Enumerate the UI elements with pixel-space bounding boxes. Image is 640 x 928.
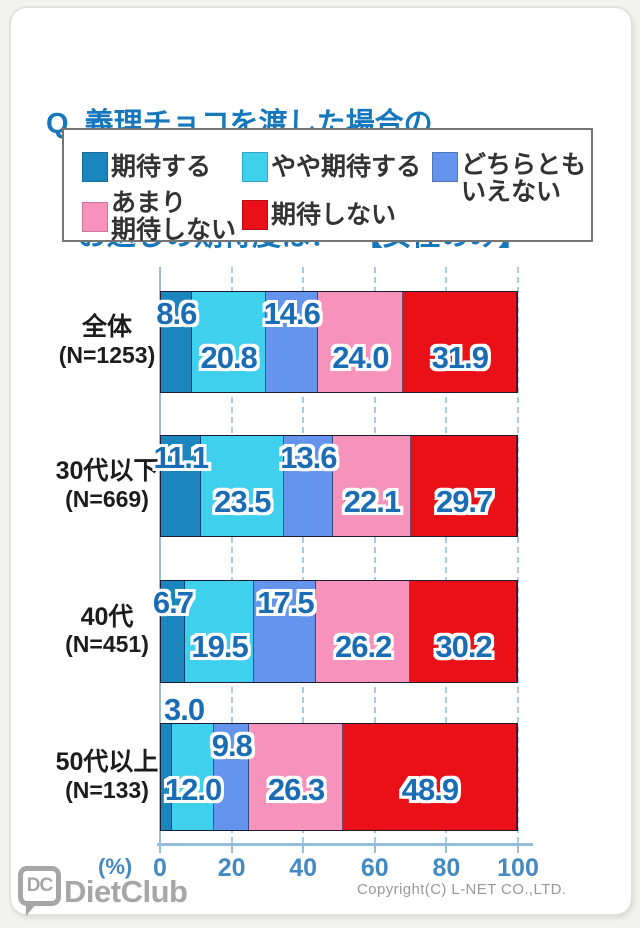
x-axis-tick-label: 40 [289,854,318,882]
bar-row: 6.7 19.5 17.5 26.2 30.2 [153,580,518,683]
category-name: 40代 [80,602,134,631]
bar-segment [411,436,517,536]
bar-segment [403,292,517,392]
x-axis-tick [302,843,305,853]
bar-segment [284,436,333,536]
bar-segment [200,436,285,536]
value-label: 30.2 [435,629,492,664]
x-axis-tick [230,843,233,853]
category-sample-size: (N=133) [65,776,149,803]
value-label: 11.1 [153,440,209,475]
legend-label: どちらとも いえない [461,151,587,206]
legend-swatch-icon [82,152,108,182]
category-label: 30代以下 (N=669) [34,457,180,512]
legend-swatch-icon [82,202,108,232]
gridline [373,267,376,843]
bar-segment [161,724,172,830]
x-axis-unit-label: (%) [98,854,133,879]
value-label: 29.7 [435,484,493,519]
value-label: 24.0 [332,340,389,375]
legend-swatch-icon [432,152,458,182]
copyright-text: Copyright(C) L-NET CO.,LTD. [357,881,567,898]
y-axis-line [159,267,161,843]
category-name: 50代以上 [55,748,159,776]
category-label: 全体 (N=1253) [34,313,180,368]
legend-label: あまり 期待しない [111,189,237,244]
bar-segment [316,581,410,682]
legend-label: 期待しない [271,200,397,229]
value-label: 26.3 [267,772,325,807]
bar-segment [171,724,215,830]
value-label: 14.6 [263,296,320,331]
value-label: 20.8 [200,340,257,375]
bar-segment [265,292,318,392]
gridline [517,267,519,843]
bar-row: 11.1 23.5 13.6 22.1 29.7 [153,435,518,537]
bar-segment [161,581,185,682]
bar-segment [254,581,317,682]
legend-item: あまり 期待しない [82,190,236,244]
value-label: 8.6 [156,296,197,331]
bar-segment [214,724,250,830]
bar-segment [249,724,343,830]
gridline [230,267,233,843]
category-label: 50代以上 (N=133) [34,748,180,803]
value-label: 17.5 [257,585,314,620]
value-label: 9.8 [211,728,253,763]
category-label: 40代 (N=451) [34,603,180,658]
value-label: 6.7 [152,585,194,620]
value-label: 13.6 [280,440,337,475]
value-label: 23.5 [214,484,271,519]
bar-row: 3.0 12.0 9.8 26.3 48.9 [160,692,518,831]
dietclub-logo-tail-icon [26,903,40,916]
dietclub-logo-icon: DC [18,866,61,906]
gridline [302,267,305,843]
x-axis-tick [445,843,448,853]
x-axis-line [157,843,533,846]
bar-row: 8.6 20.8 14.6 24.0 31.9 [156,291,518,393]
category-sample-size: (N=451) [65,631,149,658]
value-label: 19.5 [191,629,248,664]
legend-swatch-icon [242,200,268,230]
bar-segment [342,724,517,830]
bar-segment [161,436,201,536]
value-label: 3.0 [164,692,205,727]
value-label: 48.9 [401,772,459,807]
bar-segment [184,581,255,682]
value-label: 22.1 [343,484,401,519]
category-name: 全体 [81,313,132,341]
x-axis-tick-label: 80 [432,854,461,882]
x-axis-tick [517,843,519,853]
category-name: 30代以下 [55,457,159,485]
legend-swatch-icon [242,152,268,182]
legend-label: 期待する [111,152,212,181]
legend-item: やや期待する [242,152,421,182]
x-axis-tick-label: 20 [217,854,246,882]
legend-label: やや期待する [271,152,422,181]
bar-segment [191,292,266,392]
x-axis-tick [159,843,161,853]
legend-item: 期待する [82,152,211,182]
x-axis-tick-label: 100 [497,854,539,882]
category-sample-size: (N=669) [65,485,149,512]
value-label: 31.9 [431,340,489,375]
bar-segment [409,581,518,682]
bar-segment [161,292,192,392]
x-axis-tick-label: 60 [360,854,389,882]
bar-segment [317,292,404,392]
bar-segment [332,436,412,536]
value-label: 12.0 [164,772,222,807]
gridline [445,267,448,843]
x-axis-tick [373,843,376,853]
category-sample-size: (N=1253) [58,341,156,368]
legend-item: 期待しない [242,200,396,230]
dietclub-logo-text: DietClub [64,874,188,909]
x-axis-tick-label: 0 [153,854,167,882]
value-label: 26.2 [335,629,392,664]
legend: 期待する やや期待する どちらとも いえないあまり 期待しない 期待しない [62,128,593,244]
legend-item: どちらとも いえない [432,152,586,206]
